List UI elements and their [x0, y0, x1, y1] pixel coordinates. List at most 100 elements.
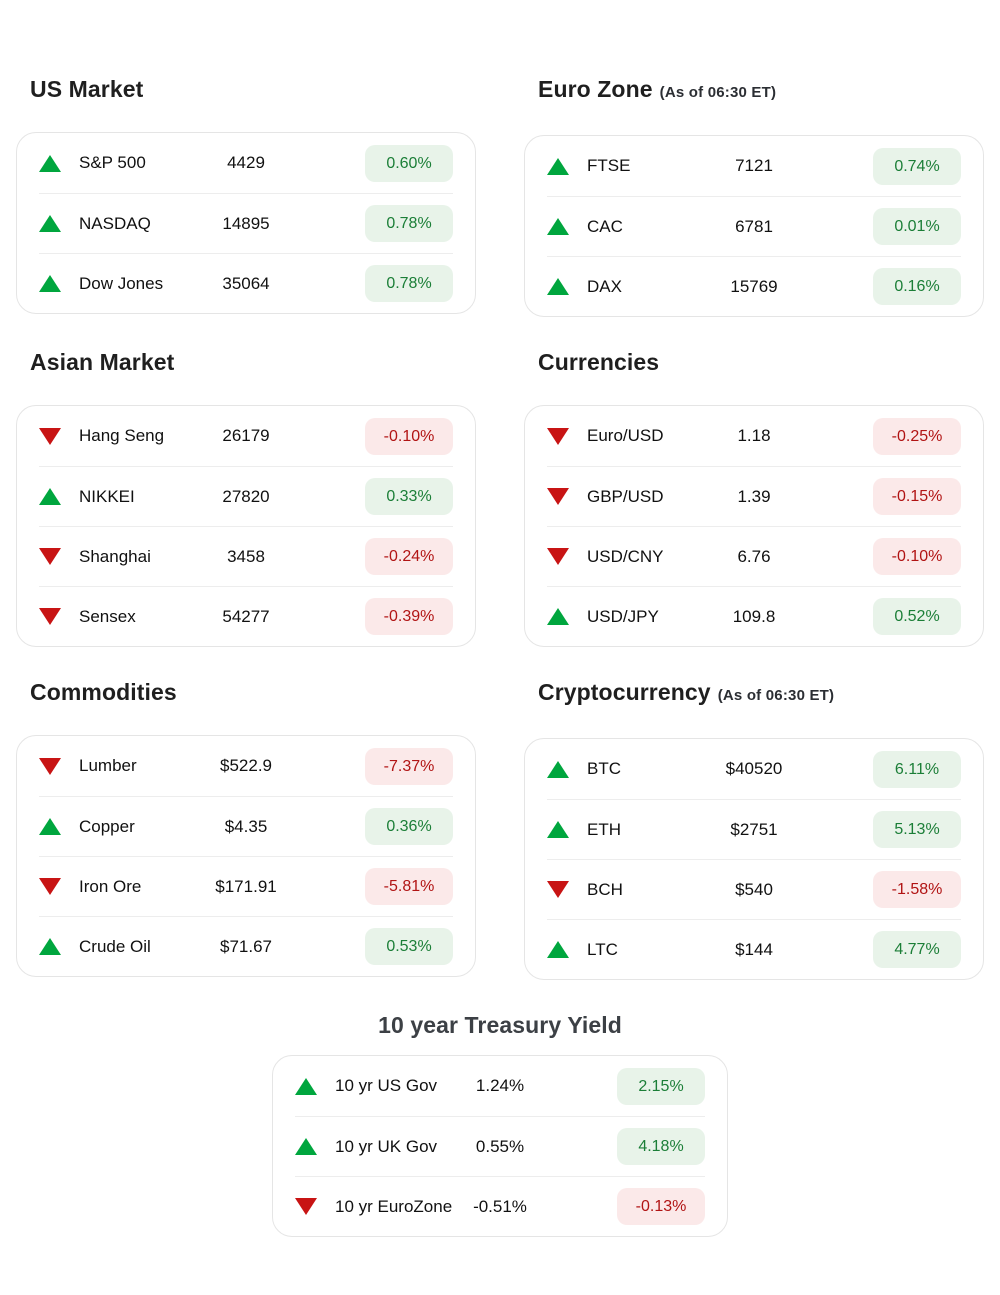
instrument-label: Lumber — [79, 756, 137, 775]
row-gbp-usd: GBP/USD 1.39 -0.15% — [547, 466, 961, 526]
instrument-label: Sensex — [79, 606, 136, 626]
section-title-text: Commodities — [30, 679, 177, 705]
instrument-value: 1.24% — [475, 1076, 525, 1095]
change-badge: -0.25% — [873, 417, 961, 455]
section-title: Euro Zone (As of 06:30 ET) — [538, 74, 984, 108]
change-badge: -0.24% — [365, 538, 453, 575]
row-usd-cny: USD/CNY 6.76 -0.10% — [547, 526, 961, 586]
instrument-value: 4429 — [227, 153, 265, 172]
change-badge: 0.16% — [873, 268, 961, 305]
trend-up-icon — [547, 218, 569, 235]
row-ftse: FTSE 7121 0.74% — [547, 136, 961, 196]
instrument-label: USD/JPY — [587, 606, 659, 626]
trend-down-icon — [39, 427, 61, 445]
instrument-label: DAX — [587, 276, 622, 296]
instrument-value: $522.9 — [220, 756, 272, 775]
instrument-value: 109.8 — [732, 606, 776, 626]
instrument-label: NASDAQ — [79, 213, 151, 233]
instrument-label: LTC — [587, 939, 618, 959]
change-badge: -0.10% — [365, 417, 453, 455]
section-title-text: US Market — [30, 76, 144, 102]
row-shanghai: Shanghai 3458 -0.24% — [39, 526, 453, 586]
change-badge: 2.15% — [617, 1067, 705, 1105]
trend-up-icon — [547, 157, 569, 175]
instrument-label: Dow Jones — [79, 273, 164, 293]
row-bch: BCH $540 -1.58% — [547, 859, 961, 919]
section-cryptocurrency: Cryptocurrency (As of 06:30 ET) BTC $4052… — [524, 677, 984, 980]
trend-up-icon — [39, 938, 61, 955]
trend-down-icon — [547, 881, 569, 898]
instrument-value: $71.67 — [220, 936, 272, 956]
change-badge: 0.78% — [365, 205, 453, 242]
change-badge: 0.33% — [365, 478, 453, 515]
instrument-value: $171.91 — [215, 876, 277, 896]
row-btc: BTC $40520 6.11% — [547, 739, 961, 799]
instrument-value: 14895 — [222, 213, 270, 233]
trend-down-icon — [39, 608, 61, 625]
currencies-card: Euro/USD 1.18 -0.25% GBP/USD 1.39 -0.15%… — [524, 405, 984, 647]
trend-up-icon — [547, 278, 569, 295]
instrument-value: $540 — [735, 879, 773, 899]
row-lumber: Lumber $522.9 -7.37% — [39, 736, 453, 796]
instrument-value: -0.51% — [473, 1196, 527, 1216]
row-sp500: S&P 500 4429 0.60% — [39, 133, 453, 193]
instrument-label: Iron Ore — [79, 876, 142, 896]
instrument-value: 6.76 — [737, 546, 771, 566]
trend-up-icon — [39, 275, 61, 292]
instrument-value: $4.35 — [224, 816, 268, 836]
section-treasury-yield: 10 year Treasury Yield 10 yr US Gov 1.24… — [272, 1010, 728, 1237]
section-title-text: Cryptocurrency — [538, 679, 711, 705]
row-dow-jones: Dow Jones 35064 0.78% — [39, 253, 453, 313]
band-2: Asian Market Hang Seng 26179 -0.10% NIKK… — [16, 347, 984, 647]
instrument-label: 10 yr UK Gov — [335, 1136, 438, 1156]
trend-up-icon — [295, 1138, 317, 1155]
trend-up-icon — [39, 818, 61, 835]
section-title: Cryptocurrency (As of 06:30 ET) — [538, 677, 984, 711]
change-badge: 0.60% — [365, 144, 453, 182]
euro-zone-card: FTSE 7121 0.74% CAC 6781 0.01% DAX 15769… — [524, 135, 984, 317]
row-crude-oil: Crude Oil $71.67 0.53% — [39, 916, 453, 976]
trend-up-icon — [39, 215, 61, 232]
instrument-value: 1.18 — [737, 426, 771, 445]
row-dax: DAX 15769 0.16% — [547, 256, 961, 316]
trend-down-icon — [547, 427, 569, 445]
instrument-label: GBP/USD — [587, 486, 664, 506]
row-eth: ETH $2751 5.13% — [547, 799, 961, 859]
change-badge: 0.78% — [365, 265, 453, 302]
cryptocurrency-card: BTC $40520 6.11% ETH $2751 5.13% BCH $54… — [524, 738, 984, 980]
change-badge: 4.18% — [617, 1128, 705, 1165]
section-subtitle: (As of 06:30 ET) — [717, 687, 835, 704]
change-badge: 0.53% — [365, 928, 453, 965]
change-badge: 4.77% — [873, 931, 961, 968]
instrument-label: Shanghai — [79, 546, 151, 566]
instrument-value: 1.39 — [737, 486, 771, 506]
instrument-label: Crude Oil — [79, 936, 151, 956]
section-currencies: Currencies Euro/USD 1.18 -0.25% GBP/USD … — [524, 347, 984, 647]
row-10yr-eurozone: 10 yr EuroZone -0.51% -0.13% — [295, 1176, 705, 1236]
row-10yr-us-gov: 10 yr US Gov 1.24% 2.15% — [295, 1056, 705, 1116]
instrument-label: 10 yr US Gov — [335, 1076, 438, 1095]
row-cac: CAC 6781 0.01% — [547, 196, 961, 256]
instrument-label: S&P 500 — [79, 153, 146, 172]
commodities-card: Lumber $522.9 -7.37% Copper $4.35 0.36% … — [16, 735, 476, 977]
section-asian-market: Asian Market Hang Seng 26179 -0.10% NIKK… — [16, 347, 476, 647]
row-nasdaq: NASDAQ 14895 0.78% — [39, 193, 453, 253]
row-copper: Copper $4.35 0.36% — [39, 796, 453, 856]
asian-market-card: Hang Seng 26179 -0.10% NIKKEI 27820 0.33… — [16, 405, 476, 647]
section-commodities: Commodities Lumber $522.9 -7.37% Copper … — [16, 677, 476, 980]
instrument-label: USD/CNY — [587, 546, 664, 566]
instrument-value: 7121 — [735, 156, 773, 175]
instrument-value: 27820 — [222, 486, 270, 506]
section-title: Asian Market — [30, 347, 476, 378]
change-badge: -0.39% — [365, 598, 453, 635]
change-badge: -1.58% — [873, 871, 961, 908]
instrument-label: Copper — [79, 816, 135, 836]
row-nikkei: NIKKEI 27820 0.33% — [39, 466, 453, 526]
instrument-value: 3458 — [227, 546, 265, 566]
instrument-value: $144 — [735, 939, 773, 959]
instrument-label: FTSE — [587, 156, 631, 175]
change-badge: -0.13% — [617, 1188, 705, 1225]
change-badge: 0.74% — [873, 147, 961, 185]
trend-down-icon — [295, 1198, 317, 1215]
instrument-value: 26179 — [222, 426, 270, 445]
